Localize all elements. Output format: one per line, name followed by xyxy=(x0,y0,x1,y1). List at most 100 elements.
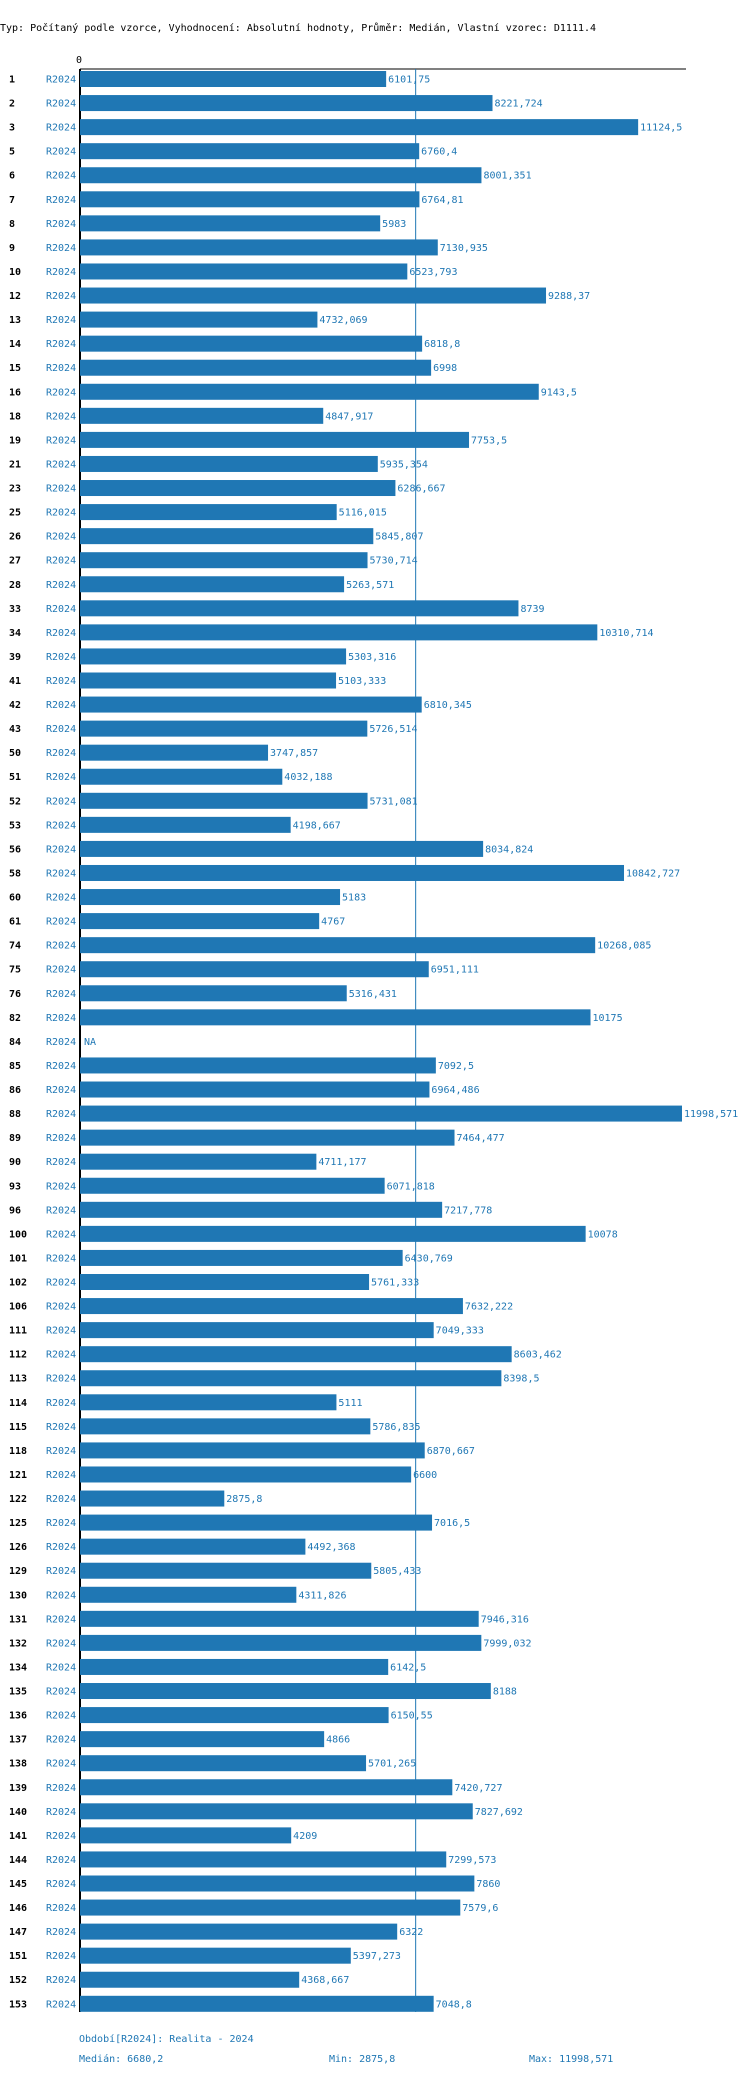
bar-value-label: 4368,667 xyxy=(301,1975,349,1986)
row-id-label: 132 xyxy=(9,1638,27,1649)
bar-value-label: 4847,917 xyxy=(325,411,373,422)
bar xyxy=(80,576,345,593)
row-period-label: R2024 xyxy=(46,1326,76,1337)
row-id-label: 147 xyxy=(9,1927,27,1938)
bar-value-label: 7946,316 xyxy=(481,1614,529,1625)
bar xyxy=(80,528,374,545)
bar-value-label: 6322 xyxy=(399,1927,423,1938)
bar xyxy=(80,1827,292,1844)
row-id-label: 50 xyxy=(9,748,21,759)
bar-value-label: 7016,5 xyxy=(434,1518,470,1529)
bar-value-label: 6142,5 xyxy=(390,1662,426,1673)
row-id-label: 140 xyxy=(9,1807,27,1818)
row-period-label: R2024 xyxy=(46,652,76,663)
bar xyxy=(80,672,337,689)
row-period-label: R2024 xyxy=(46,1398,76,1409)
bar xyxy=(80,335,423,352)
row-period-label: R2024 xyxy=(46,796,76,807)
row-period-label: R2024 xyxy=(46,1879,76,1890)
bar-value-label: 8221,724 xyxy=(495,99,543,110)
footer-min: Min: 2875,8 xyxy=(329,2054,395,2065)
row-id-label: 141 xyxy=(9,1831,27,1842)
bar-value-label: 11998,571 xyxy=(684,1109,738,1120)
bar xyxy=(80,624,598,641)
row-id-label: 82 xyxy=(9,1013,21,1024)
row-id-label: 6 xyxy=(9,171,15,182)
row-id-label: 41 xyxy=(9,676,21,687)
bar xyxy=(80,985,347,1002)
row-id-label: 58 xyxy=(9,868,21,879)
bar-value-label: 5726,514 xyxy=(369,724,417,735)
row-id-label: 34 xyxy=(9,628,21,639)
bar xyxy=(80,311,318,328)
bar-value-label: 8188 xyxy=(493,1687,517,1698)
bar-value-label: 4311,826 xyxy=(298,1590,346,1601)
footer-max: Max: 11998,571 xyxy=(529,2054,613,2065)
row-period-label: R2024 xyxy=(46,99,76,110)
bar xyxy=(80,431,470,448)
row-id-label: 27 xyxy=(9,556,21,567)
bar-value-label: 7860 xyxy=(476,1879,500,1890)
row-period-label: R2024 xyxy=(46,1590,76,1601)
bar xyxy=(80,889,341,906)
bar xyxy=(80,1634,482,1651)
row-period-label: R2024 xyxy=(46,676,76,687)
row-id-label: 53 xyxy=(9,820,21,831)
row-period-label: R2024 xyxy=(46,724,76,735)
row-period-label: R2024 xyxy=(46,1687,76,1698)
row-period-label: R2024 xyxy=(46,1302,76,1313)
row-period-label: R2024 xyxy=(46,219,76,230)
row-period-label: R2024 xyxy=(46,508,76,519)
bar xyxy=(80,1514,433,1531)
row-period-label: R2024 xyxy=(46,628,76,639)
row-id-label: 86 xyxy=(9,1085,21,1096)
row-period-label: R2024 xyxy=(46,820,76,831)
bar xyxy=(80,1490,225,1507)
row-id-label: 21 xyxy=(9,459,21,470)
row-id-label: 122 xyxy=(9,1494,27,1505)
bar xyxy=(80,1129,455,1146)
bar xyxy=(80,215,381,232)
bar-value-label: 7632,222 xyxy=(465,1302,513,1313)
bar xyxy=(80,1658,389,1675)
bar-value-label: 4866 xyxy=(326,1735,350,1746)
row-period-label: R2024 xyxy=(46,1759,76,1770)
bar xyxy=(80,552,368,569)
footer-median: Medián: 6680,2 xyxy=(79,2053,163,2065)
bar xyxy=(80,287,547,304)
row-id-label: 13 xyxy=(9,315,21,326)
bar-value-label: 7092,5 xyxy=(438,1061,474,1072)
bar-value-label: 5731,081 xyxy=(370,796,418,807)
row-id-label: 3 xyxy=(9,123,15,134)
bar xyxy=(80,1322,434,1339)
row-period-label: R2024 xyxy=(46,604,76,615)
row-id-label: 18 xyxy=(9,411,21,422)
row-id-label: 89 xyxy=(9,1133,21,1144)
bar xyxy=(80,1899,461,1916)
bar-value-label: 7464,477 xyxy=(457,1133,505,1144)
row-id-label: 74 xyxy=(9,941,21,952)
bar xyxy=(80,480,396,497)
row-period-label: R2024 xyxy=(46,1711,76,1722)
row-id-label: 76 xyxy=(9,989,21,1000)
bar xyxy=(80,1923,398,1940)
bar-value-label: 7217,778 xyxy=(444,1205,492,1216)
row-id-label: 111 xyxy=(9,1326,27,1337)
bar-value-label: 5183 xyxy=(342,893,366,904)
row-id-label: 137 xyxy=(9,1735,27,1746)
bar-value-label: 5111 xyxy=(338,1398,362,1409)
row-period-label: R2024 xyxy=(46,1494,76,1505)
bar xyxy=(80,913,320,930)
row-period-label: R2024 xyxy=(46,1422,76,1433)
bar-value-label: 5786,835 xyxy=(372,1422,420,1433)
row-period-label: R2024 xyxy=(46,941,76,952)
bar xyxy=(80,600,519,617)
bar-value-label: 7420,727 xyxy=(454,1783,502,1794)
bar-value-label: 5103,333 xyxy=(338,676,386,687)
bar-value-label: 10078 xyxy=(588,1229,618,1240)
bar xyxy=(80,359,432,376)
row-period-label: R2024 xyxy=(46,748,76,759)
row-period-label: R2024 xyxy=(46,339,76,350)
row-id-label: 106 xyxy=(9,1302,27,1313)
row-id-label: 121 xyxy=(9,1470,27,1481)
